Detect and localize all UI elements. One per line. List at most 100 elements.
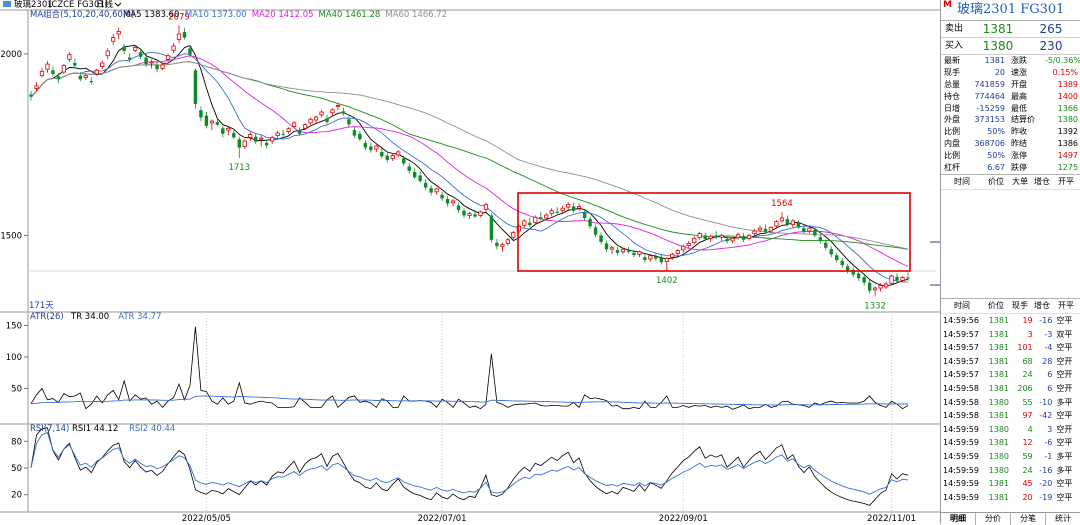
candle (215, 117, 220, 127)
tab-0[interactable]: 明细 (941, 513, 976, 525)
candle (664, 257, 669, 271)
candle (347, 116, 351, 127)
tick-cell: 14:59:57 (943, 356, 979, 366)
quote-row: 现手 20 速涨 0.15% (941, 67, 1080, 79)
quote-cell: 1386 (1057, 139, 1078, 149)
candle (807, 226, 812, 234)
tick-cell: 多平 (1056, 451, 1073, 461)
candle (45, 61, 50, 73)
candle (89, 77, 93, 85)
header-cell: 大单 (1012, 176, 1028, 186)
quote-cell: 外盘 (944, 115, 960, 125)
candle (369, 142, 373, 153)
candle (588, 216, 592, 229)
candle (100, 60, 105, 70)
tick-cell: -4 (1044, 343, 1053, 353)
tick-cell: 14:59:59 (943, 479, 979, 489)
candle (615, 247, 620, 256)
tick-cell: -19 (1039, 492, 1053, 502)
candle (116, 27, 121, 40)
candle (193, 68, 198, 109)
candle (390, 153, 395, 161)
period-chevron-icon[interactable] (114, 2, 122, 7)
quote-cell: 涨停 (1011, 151, 1027, 161)
tab-3[interactable]: 统计 (1046, 513, 1080, 525)
date-label-0: 2022/05/05 (182, 514, 231, 524)
candle (757, 225, 763, 233)
sell-price: 1381 (982, 22, 1014, 36)
candle (741, 233, 746, 242)
quote-cell: 1381 (984, 56, 1005, 65)
legend-item: RSI1 44.12 (72, 424, 118, 434)
tick-cell: -10 (1039, 397, 1053, 407)
price-tick-label-0: 2000 (0, 50, 22, 60)
candle (264, 139, 269, 149)
legend-item: MA60 1466.72 (385, 10, 447, 20)
candle (237, 136, 241, 159)
candle (675, 249, 680, 257)
candle (473, 210, 477, 218)
candle (708, 234, 713, 242)
candle (73, 58, 77, 69)
ma60-line (30, 61, 909, 250)
count-label: 171天 (29, 301, 54, 311)
quote-cell: 368706 (974, 139, 1005, 149)
candle (895, 273, 899, 283)
tick-row: 14:59:57 1381 3 -3 双平 (941, 328, 1080, 342)
candle (456, 202, 461, 213)
tick-cell: 68 (1022, 356, 1033, 366)
candle (856, 270, 861, 281)
tab-2[interactable]: 分笔 (1011, 513, 1046, 525)
tick-cell: 101 (1017, 343, 1033, 353)
title-period[interactable]: 日线 (96, 0, 114, 10)
legend-label[interactable]: MA组合(5,10,20,40,60,0) (30, 9, 134, 20)
candle (582, 209, 587, 221)
candle (122, 43, 126, 54)
candle (302, 123, 308, 131)
quote-cell: 昨结 (1011, 139, 1027, 149)
tab-1[interactable]: 分价 (976, 513, 1011, 525)
tick-cell: 1381 (988, 479, 1010, 489)
quote-cell: 774464 (974, 91, 1005, 101)
quote-row: 持仓 774464 最高 1400 (941, 91, 1080, 103)
quote-title: M 玻璃2301 FG301 (941, 0, 1080, 21)
header-cell: 增仓 (1034, 301, 1050, 310)
tick-cell: 1381 (988, 438, 1010, 448)
quote-cell: 开盘 (1011, 79, 1027, 89)
candle (725, 236, 729, 244)
tick-cell: 双平 (1056, 329, 1073, 339)
quote-cell: 最高 (1011, 91, 1027, 101)
candle (692, 236, 697, 245)
candle (505, 238, 510, 246)
candle (259, 135, 264, 147)
candle (182, 27, 187, 40)
tick-cell: 14:59:57 (943, 343, 979, 353)
candle (478, 210, 483, 218)
quote-symbol: 玻璃2301 FG301 (957, 2, 1065, 17)
tick-row: 14:59:59 1381 12 -6 空平 (941, 436, 1080, 450)
candle (188, 44, 192, 58)
candle (900, 276, 905, 283)
quote-cell: 速涨 (1011, 67, 1027, 77)
quote-panel: M 玻璃2301 FG301 卖出 1381 265 买入 1380 230 最… (940, 0, 1080, 525)
legend-label[interactable]: RSI(7,14) (30, 424, 69, 434)
legend-item: TR 34.00 (70, 312, 109, 322)
tick-row: 14:59:59 1380 59 -1 多平 (941, 450, 1080, 464)
chart-canvas: 玻璃2301 (CZCE FG301) 日线 2000 1500 150 100 50 8… (0, 0, 940, 524)
candle (555, 207, 559, 216)
candle (335, 102, 341, 111)
candle (883, 281, 889, 290)
tick-cell: 28 (1042, 356, 1053, 366)
tick-cell: 14:59:56 (943, 316, 979, 325)
candle (824, 239, 828, 250)
candle (763, 224, 768, 234)
header-cell: 增仓 (1034, 176, 1050, 186)
quote-cell: -5/0.36% (1045, 56, 1080, 65)
legend-label[interactable]: ATR(26) (30, 312, 64, 322)
candle (495, 239, 499, 250)
sell-volume: 265 (1039, 22, 1063, 36)
tick-list: 14:59:56 1381 19 -16 空平 14:59:57 1381 3 -3 双平 14:5… (941, 314, 1080, 504)
tick-cell: 空平 (1056, 492, 1073, 502)
candle (906, 272, 910, 281)
candle (275, 130, 280, 139)
